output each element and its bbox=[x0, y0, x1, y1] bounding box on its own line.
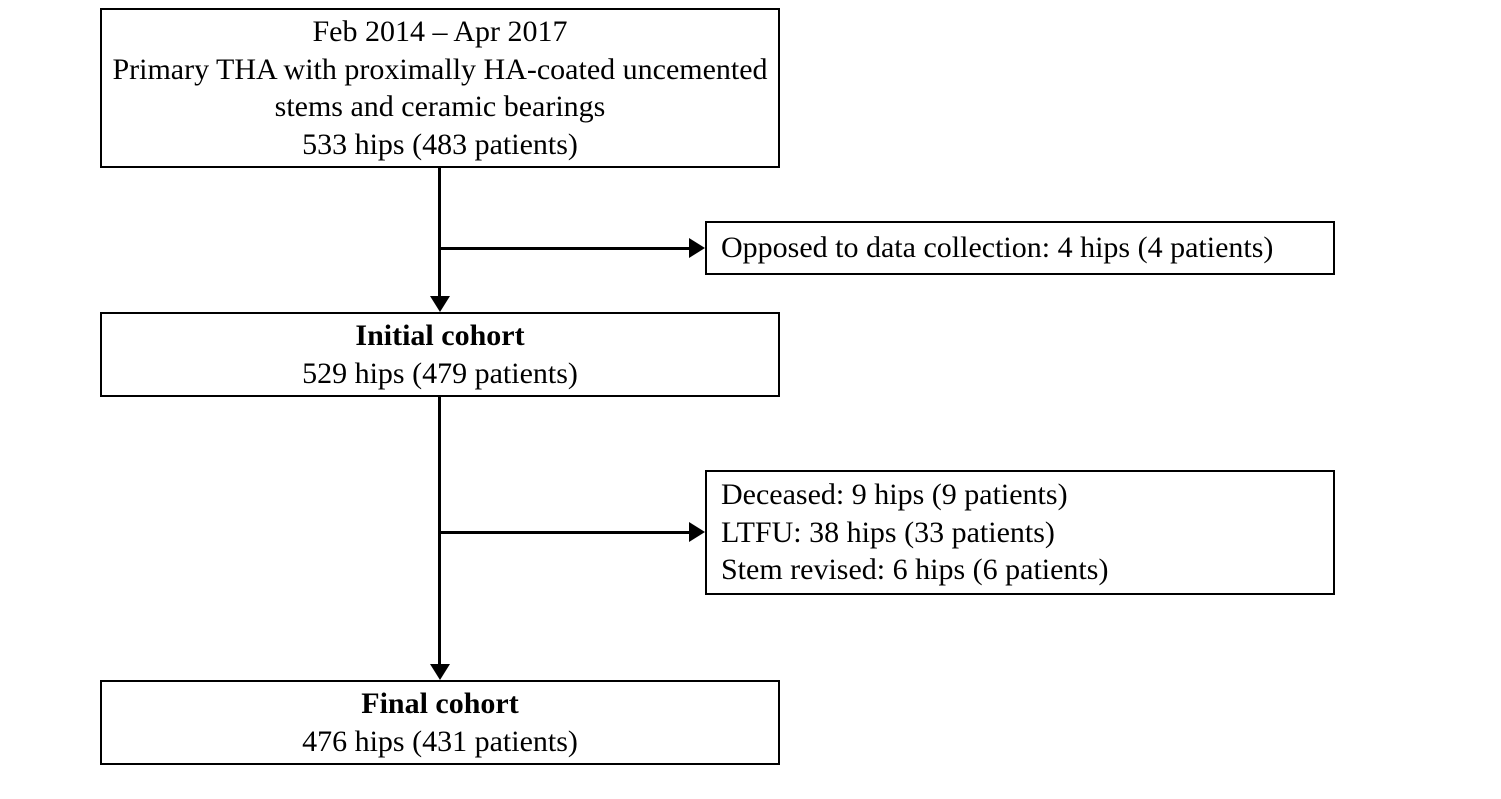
arrowhead-down-2-icon bbox=[430, 664, 450, 680]
node-excl2-line-2: Stem revised: 6 hips (6 patients) bbox=[721, 551, 1108, 589]
node-initial-line-1: 529 hips (479 patients) bbox=[302, 355, 578, 393]
node-exclusion-2: Deceased: 9 hips (9 patients) LTFU: 38 h… bbox=[705, 470, 1335, 595]
connector-h1 bbox=[438, 247, 689, 250]
node-final-line-0: Final cohort bbox=[361, 685, 519, 723]
node-excl1-line-0: Opposed to data collection: 4 hips (4 pa… bbox=[721, 229, 1273, 267]
node-start-line-0: Feb 2014 – Apr 2017 bbox=[313, 13, 568, 51]
node-final-cohort: Final cohort 476 hips (431 patients) bbox=[100, 680, 780, 765]
node-start-line-2: stems and ceramic bearings bbox=[275, 88, 606, 126]
arrowhead-right-1-icon bbox=[689, 238, 705, 258]
node-final-line-1: 476 hips (431 patients) bbox=[302, 723, 578, 761]
node-excl2-line-0: Deceased: 9 hips (9 patients) bbox=[721, 476, 1068, 514]
node-initial-cohort: Initial cohort 529 hips (479 patients) bbox=[100, 312, 780, 397]
node-excl2-line-1: LTFU: 38 hips (33 patients) bbox=[721, 514, 1055, 552]
node-exclusion-1: Opposed to data collection: 4 hips (4 pa… bbox=[705, 221, 1335, 275]
node-start-line-1: Primary THA with proximally HA-coated un… bbox=[112, 51, 767, 89]
arrowhead-right-2-icon bbox=[689, 522, 705, 542]
arrowhead-down-1-icon bbox=[430, 296, 450, 312]
flowchart-canvas: Feb 2014 – Apr 2017 Primary THA with pro… bbox=[0, 0, 1501, 799]
connector-v1 bbox=[438, 168, 441, 296]
node-initial-line-0: Initial cohort bbox=[355, 317, 524, 355]
node-start: Feb 2014 – Apr 2017 Primary THA with pro… bbox=[100, 8, 780, 168]
node-start-line-3: 533 hips (483 patients) bbox=[302, 126, 578, 164]
connector-h2 bbox=[438, 531, 689, 534]
